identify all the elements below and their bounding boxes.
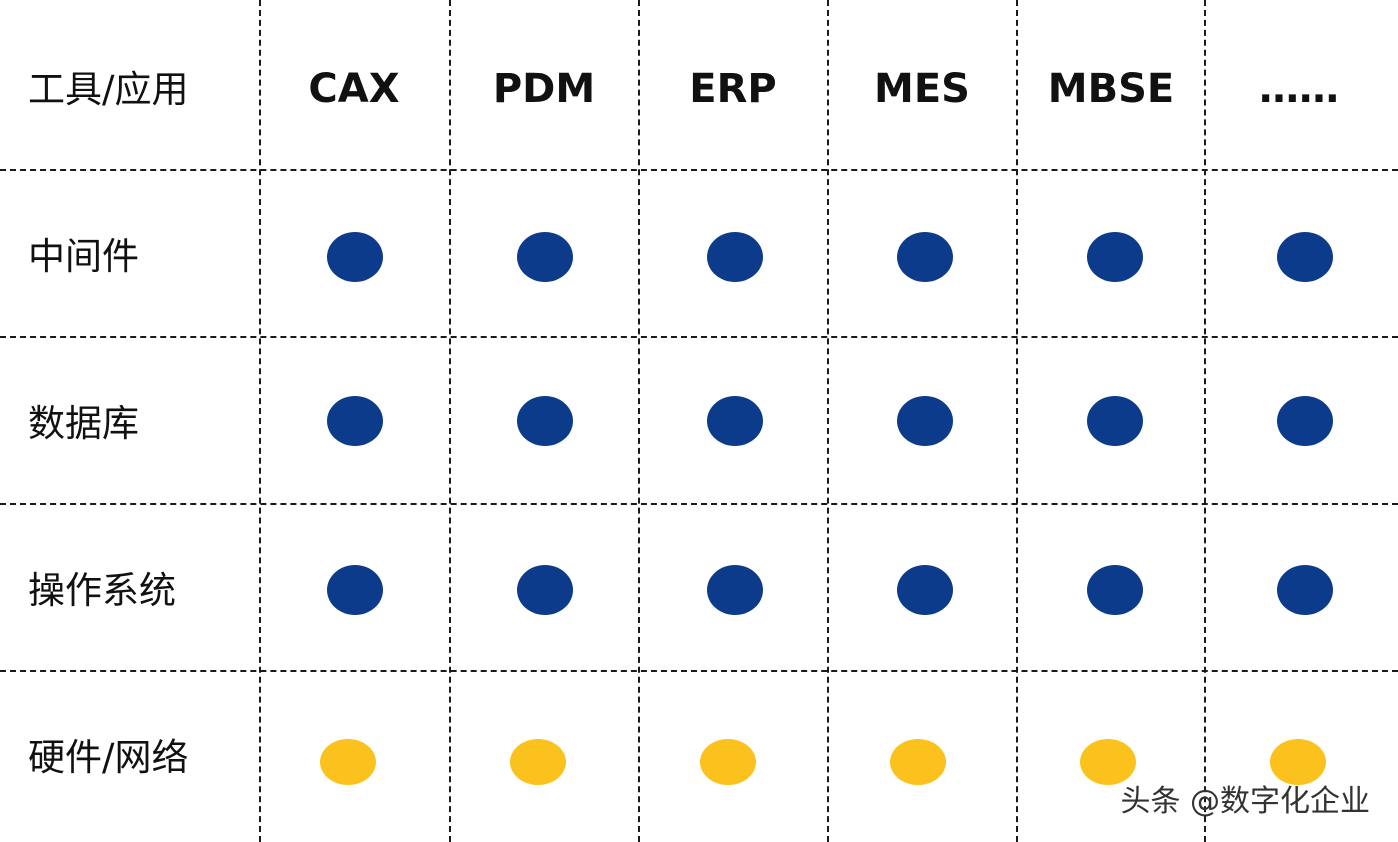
column-header-more: …… — [1259, 66, 1339, 112]
column-header-cax: CAX — [308, 66, 400, 112]
blue-status-dot — [1277, 232, 1333, 282]
blue-status-dot — [707, 232, 763, 282]
blue-status-dot — [517, 396, 573, 446]
blue-status-dot — [707, 396, 763, 446]
column-header-mes: MES — [874, 66, 970, 112]
row-divider — [0, 670, 1398, 672]
watermark: 头条 @数字化企业 — [1120, 784, 1370, 819]
column-header-mbse: MBSE — [1047, 66, 1175, 112]
yellow-status-dot — [320, 739, 376, 785]
blue-status-dot — [897, 232, 953, 282]
column-divider — [259, 0, 261, 842]
row-divider — [0, 503, 1398, 505]
blue-status-dot — [517, 232, 573, 282]
column-header-pdm: PDM — [492, 66, 596, 112]
row-label-operating-system: 操作系统 — [28, 569, 176, 612]
column-divider — [638, 0, 640, 842]
yellow-status-dot — [1080, 739, 1136, 785]
row-divider — [0, 169, 1398, 171]
blue-status-dot — [1277, 565, 1333, 615]
blue-status-dot — [517, 565, 573, 615]
column-divider — [1204, 0, 1206, 842]
yellow-status-dot — [890, 739, 946, 785]
header-label: 工具/应用 — [28, 68, 189, 111]
blue-status-dot — [1087, 396, 1143, 446]
blue-status-dot — [1277, 396, 1333, 446]
blue-status-dot — [327, 396, 383, 446]
blue-status-dot — [897, 396, 953, 446]
yellow-status-dot — [1270, 739, 1326, 785]
blue-status-dot — [327, 232, 383, 282]
blue-status-dot — [1087, 232, 1143, 282]
column-header-erp: ERP — [689, 66, 777, 112]
column-divider — [1016, 0, 1018, 842]
column-divider — [449, 0, 451, 842]
row-divider — [0, 336, 1398, 338]
row-label-hardware-network: 硬件/网络 — [28, 736, 189, 779]
blue-status-dot — [897, 565, 953, 615]
blue-status-dot — [1087, 565, 1143, 615]
row-label-database: 数据库 — [28, 402, 139, 445]
blue-status-dot — [327, 565, 383, 615]
yellow-status-dot — [700, 739, 756, 785]
column-divider — [827, 0, 829, 842]
blue-status-dot — [707, 565, 763, 615]
row-label-middleware: 中间件 — [28, 235, 139, 278]
yellow-status-dot — [510, 739, 566, 785]
